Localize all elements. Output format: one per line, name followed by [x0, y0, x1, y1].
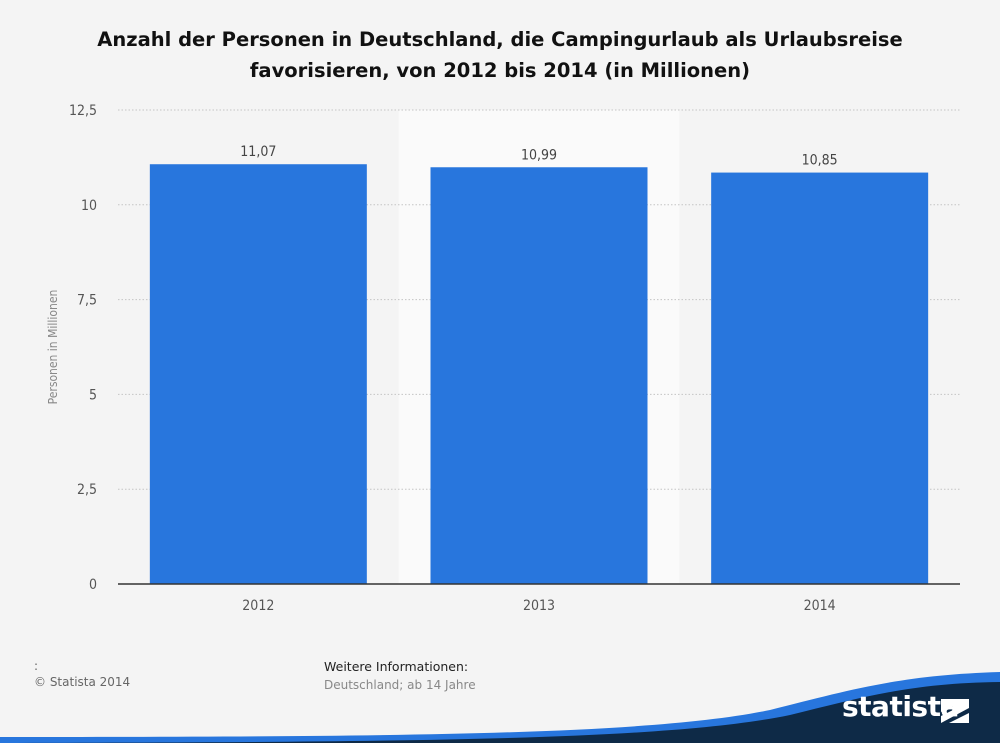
source-colon: : — [34, 659, 39, 673]
bar — [430, 167, 648, 584]
data-label: 10,85 — [802, 153, 838, 169]
x-tick-label: 2012 — [242, 598, 274, 614]
y-axis-label: Personen in Millionen — [46, 290, 60, 405]
statista-logo-icon — [941, 699, 969, 723]
info-heading: Weitere Informationen: — [324, 659, 469, 674]
y-tick-label: 12,5 — [69, 103, 97, 119]
y-tick-label: 10 — [81, 198, 97, 214]
chart-title: Anzahl der Personen in Deutschland, die … — [97, 28, 903, 82]
copyright-text: © Statista 2014 — [34, 675, 131, 689]
x-tick-label: 2013 — [523, 598, 555, 614]
bar — [149, 164, 367, 585]
y-tick-label: 0 — [89, 577, 97, 593]
x-tick-label: 2014 — [804, 598, 836, 614]
bar-chart: 0 2,5 5 7,5 10 12,5 11,07 2012 10,99 2013 10,85 201… — [46, 103, 960, 614]
bar — [711, 172, 929, 584]
footer-info: Weitere Informationen: Deutschland; ab 1… — [324, 658, 476, 694]
footer-source: : © Statista 2014 — [34, 658, 130, 690]
y-tick-label: 7,5 — [77, 293, 97, 309]
data-label: 10,99 — [521, 147, 557, 163]
info-text: Deutschland; ab 14 Jahre — [324, 678, 476, 692]
brand-swoosh-dark — [0, 682, 1000, 743]
data-label: 11,07 — [240, 144, 276, 160]
y-tick-label: 2,5 — [77, 482, 97, 498]
brand-name: statista — [842, 690, 959, 723]
y-tick-label: 5 — [89, 387, 97, 403]
